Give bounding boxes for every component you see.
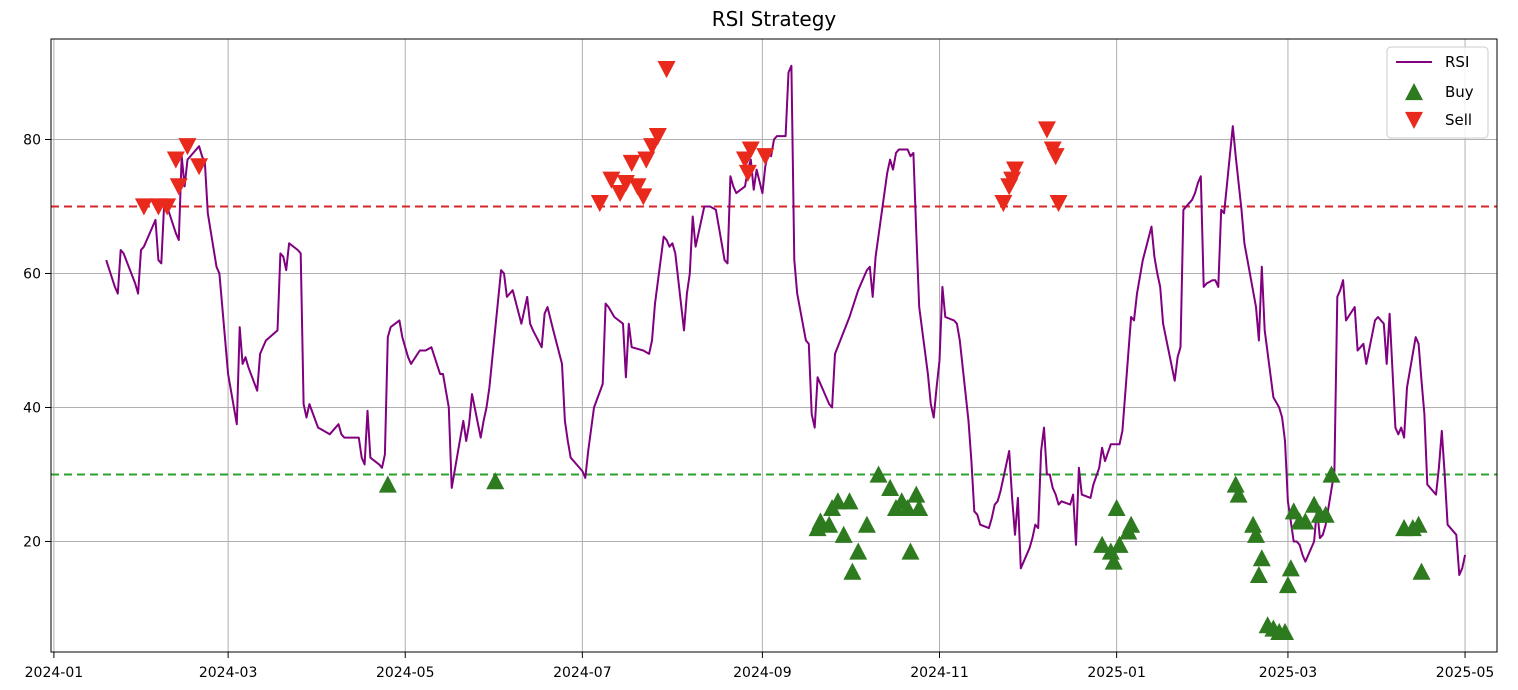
x-tick-label: 2025-03 [1259,665,1318,681]
y-tick-label: 80 [23,132,41,148]
x-tick-label: 2024-09 [733,665,792,681]
legend: RSI Buy Sell [1387,47,1488,138]
x-tick-label: 2024-03 [199,665,258,681]
x-tick-label: 2024-01 [25,665,84,681]
x-tick-label: 2025-05 [1436,665,1495,681]
x-tick-label: 2024-05 [376,665,435,681]
x-tick-label: 2024-07 [553,665,612,681]
x-tick-label: 2024-11 [910,665,969,681]
x-tick-label: 2025-01 [1087,665,1146,681]
legend-label: Buy [1445,83,1474,101]
y-tick-label: 40 [23,400,41,416]
y-tick-label: 20 [23,534,41,550]
legend-label: RSI [1445,53,1469,71]
y-tick-label: 60 [23,266,41,282]
chart-title: RSI Strategy [712,7,837,31]
legend-label: Sell [1445,111,1472,129]
